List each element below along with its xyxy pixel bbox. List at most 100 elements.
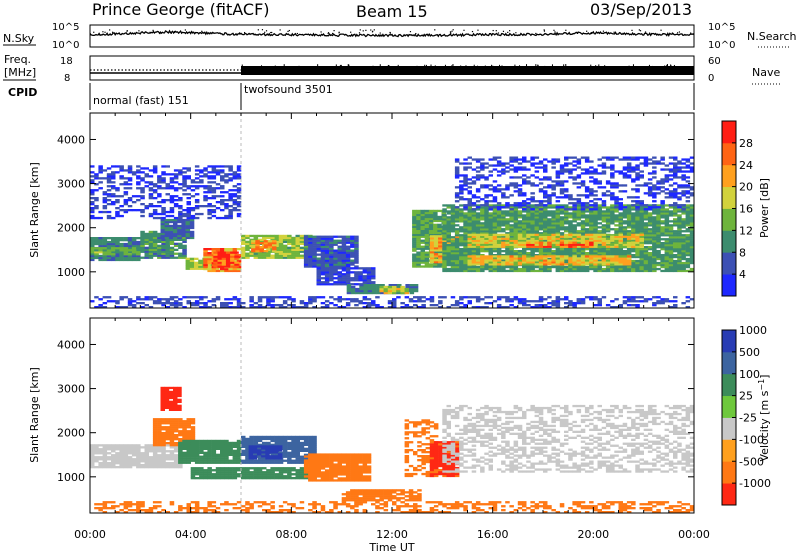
power-cell <box>416 265 421 268</box>
power-cell <box>278 240 284 243</box>
power-cell <box>517 232 523 235</box>
power-cell <box>236 248 242 251</box>
power-cell <box>337 306 342 309</box>
power-cell <box>236 254 242 257</box>
power-cell <box>496 216 502 219</box>
power-cell <box>350 267 355 270</box>
power-cell <box>287 254 292 257</box>
power-cell <box>660 220 665 223</box>
power-cell <box>660 230 665 233</box>
power-cell <box>509 254 514 257</box>
power-cell <box>509 241 514 244</box>
power-cell <box>165 214 170 218</box>
power-cell <box>320 255 326 258</box>
power-cell <box>652 269 657 273</box>
power-cell <box>412 237 417 240</box>
power-cell <box>182 179 187 182</box>
power-cell <box>530 214 535 217</box>
power-cell <box>656 226 661 229</box>
power-cell <box>681 238 686 241</box>
power-cell <box>643 254 649 257</box>
power-cell <box>442 220 447 223</box>
power-cell <box>475 188 481 191</box>
power-cell <box>668 263 674 267</box>
power-cell <box>119 254 124 258</box>
power-cell <box>480 174 485 177</box>
power-cell <box>98 165 103 168</box>
power-cell <box>618 228 623 231</box>
power-cell <box>664 257 670 261</box>
power-cell <box>127 197 133 200</box>
power-cell <box>169 296 175 299</box>
noise-dot <box>586 30 588 32</box>
power-cell <box>673 238 678 241</box>
power-cell <box>165 256 170 259</box>
power-cell <box>127 300 133 303</box>
power-cell <box>272 242 277 245</box>
power-cell <box>526 241 531 244</box>
power-cell <box>475 235 481 238</box>
power-cell <box>484 186 489 189</box>
power-cell <box>236 267 242 271</box>
power-cell <box>626 214 632 217</box>
power-cell <box>492 226 498 229</box>
power-cell <box>119 249 124 252</box>
power-cell <box>303 302 309 305</box>
power-cell <box>438 257 443 260</box>
power-cell <box>555 252 561 255</box>
power-cell <box>140 203 145 206</box>
power-cell <box>467 220 472 223</box>
noise-dot <box>477 29 479 31</box>
power-cell <box>475 196 481 199</box>
power-cell <box>303 304 309 307</box>
power-cell <box>350 237 355 240</box>
power-cell <box>253 306 259 309</box>
power-cell <box>689 230 695 233</box>
power-cell <box>308 243 313 246</box>
power-cell <box>316 245 321 248</box>
power-cell <box>115 207 120 210</box>
power-cell <box>362 302 368 305</box>
power-cell <box>626 259 632 262</box>
power-cell <box>169 248 175 251</box>
power-cell <box>572 254 577 257</box>
power-cell <box>161 256 166 259</box>
power-cell <box>446 236 451 239</box>
power-cell <box>517 222 523 225</box>
power-cell <box>182 240 187 243</box>
power-cell <box>186 167 191 170</box>
power-cell <box>136 256 141 260</box>
power-cell <box>475 298 481 301</box>
power-cell <box>484 222 489 225</box>
power-cell <box>416 215 421 219</box>
power-cell <box>106 185 112 188</box>
power-cell <box>98 254 103 258</box>
power-cell <box>428 211 434 215</box>
power-cell <box>115 242 120 246</box>
power-cell <box>324 253 330 256</box>
power-cell <box>337 277 342 280</box>
power-cell <box>152 244 158 247</box>
power-cell <box>345 255 351 258</box>
power-cell <box>668 261 674 265</box>
power-cell <box>433 259 439 262</box>
power-cell <box>182 167 187 170</box>
power-cell <box>119 165 124 168</box>
power-cell <box>148 298 154 301</box>
power-cell <box>182 238 187 241</box>
power-cell <box>568 255 573 259</box>
power-cell <box>221 251 227 254</box>
power-cell <box>626 257 632 260</box>
power-cell <box>178 214 183 218</box>
power-cell <box>123 193 129 196</box>
noise-dot <box>638 29 640 31</box>
power-cell <box>572 263 577 266</box>
power-cell <box>320 249 326 252</box>
noise-dot <box>320 31 322 33</box>
power-cell <box>98 240 103 244</box>
power-cell <box>119 242 124 246</box>
power-cell <box>559 204 565 207</box>
power-cell <box>144 250 149 253</box>
power-cell <box>513 296 519 299</box>
power-cell <box>324 277 330 280</box>
